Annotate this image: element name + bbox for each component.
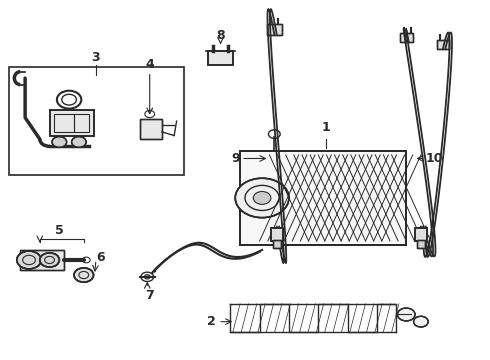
Bar bbox=[74, 114, 89, 132]
Bar bbox=[240, 151, 406, 244]
Bar bbox=[8, 67, 184, 175]
Bar bbox=[208, 51, 233, 65]
Bar bbox=[49, 111, 94, 135]
Circle shape bbox=[253, 192, 271, 204]
Bar bbox=[208, 51, 233, 65]
Bar bbox=[417, 240, 425, 248]
Circle shape bbox=[414, 316, 428, 327]
Circle shape bbox=[74, 268, 94, 282]
Circle shape bbox=[145, 275, 150, 279]
Bar bbox=[54, 114, 74, 132]
Bar bbox=[415, 228, 427, 241]
Bar bbox=[437, 40, 449, 49]
Bar bbox=[271, 228, 283, 241]
Bar bbox=[417, 240, 425, 248]
Bar bbox=[400, 33, 413, 42]
Text: 6: 6 bbox=[96, 251, 104, 264]
Bar bbox=[415, 228, 427, 241]
Text: 5: 5 bbox=[55, 224, 64, 237]
Bar bbox=[20, 250, 64, 270]
Circle shape bbox=[397, 308, 415, 321]
Text: 10: 10 bbox=[426, 152, 443, 165]
Circle shape bbox=[17, 251, 41, 269]
Bar bbox=[49, 111, 94, 135]
Bar bbox=[273, 240, 281, 248]
Bar bbox=[271, 228, 283, 241]
Text: 8: 8 bbox=[216, 29, 225, 42]
Bar bbox=[140, 120, 162, 139]
Bar bbox=[140, 120, 162, 139]
Circle shape bbox=[72, 136, 86, 147]
Text: 2: 2 bbox=[207, 315, 216, 328]
Circle shape bbox=[40, 253, 59, 267]
Bar bbox=[273, 240, 281, 248]
Text: 1: 1 bbox=[321, 121, 330, 134]
Bar bbox=[400, 33, 413, 42]
Bar bbox=[267, 24, 282, 35]
Circle shape bbox=[235, 178, 289, 218]
Text: 7: 7 bbox=[146, 289, 154, 302]
Bar bbox=[267, 24, 282, 35]
Text: 3: 3 bbox=[92, 51, 100, 64]
Text: 4: 4 bbox=[146, 58, 154, 71]
Circle shape bbox=[52, 136, 67, 147]
Bar bbox=[20, 250, 64, 270]
Bar bbox=[437, 40, 449, 49]
Text: 9: 9 bbox=[231, 152, 240, 165]
Bar bbox=[240, 151, 406, 244]
